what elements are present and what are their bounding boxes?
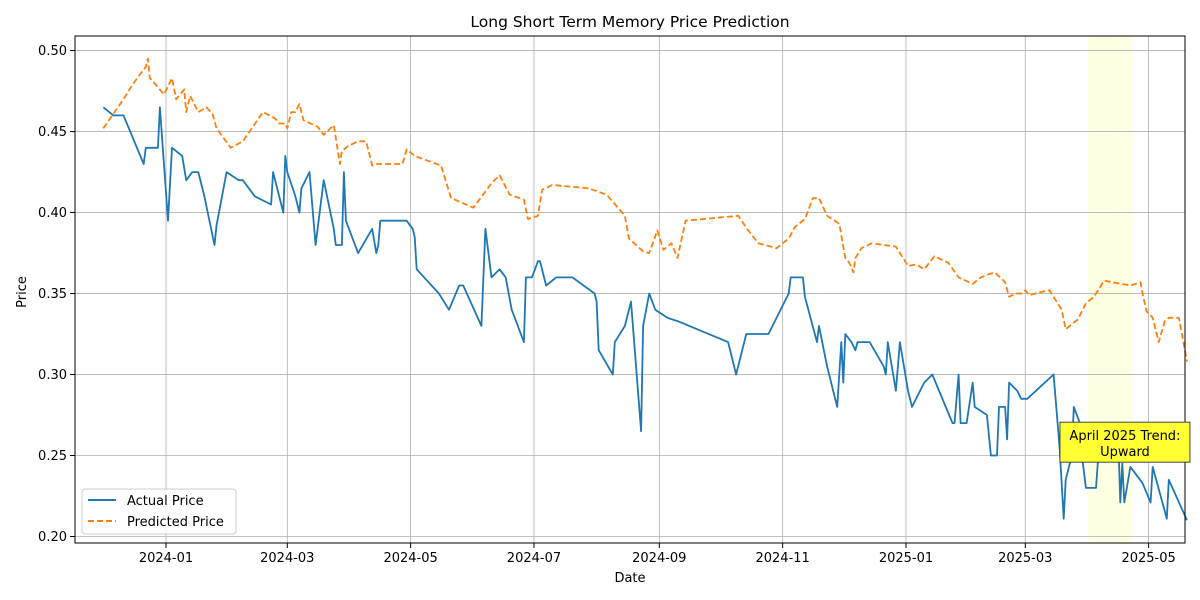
y-tick-label: 0.50 <box>38 44 67 59</box>
y-tick-label: 0.25 <box>38 449 67 464</box>
x-tick-label: 2025-05 <box>1121 551 1175 566</box>
x-tick-label: 2024-09 <box>632 551 686 566</box>
y-tick-label: 0.35 <box>38 287 67 302</box>
axis-ticks: 2024-01 2024-03 2024-05 2024-07 2024-09 2024-… <box>38 44 1176 566</box>
series-lines <box>102 57 1188 521</box>
legend-label-actual: Actual Price <box>127 494 204 509</box>
y-tick-label: 0.40 <box>38 206 67 221</box>
x-tick-label: 2024-03 <box>260 551 314 566</box>
legend-box <box>81 488 237 535</box>
x-tick-label: 2024-07 <box>507 551 561 566</box>
y-tick-label: 0.45 <box>38 125 67 140</box>
x-tick-label: 2025-03 <box>998 551 1052 566</box>
x-tick-label: 2024-01 <box>139 551 193 566</box>
annotation-text-line1: April 2025 Trend: <box>1069 429 1180 444</box>
predicted-price-line <box>102 57 1188 362</box>
y-axis-label: Price <box>15 276 30 308</box>
plot-frame <box>74 35 1186 544</box>
x-tick-label: 2024-05 <box>383 551 437 566</box>
actual-price-line <box>102 106 1188 521</box>
legend-label-predicted: Predicted Price <box>127 515 224 530</box>
annotation-box: April 2025 Trend: Upward <box>1059 421 1191 463</box>
annotation-text-line2: Upward <box>1100 445 1150 460</box>
x-tick-label: 2025-01 <box>879 551 933 566</box>
y-tick-label: 0.30 <box>38 368 67 383</box>
legend: Actual Price Predicted Price <box>81 488 237 535</box>
y-tick-label: 0.20 <box>38 530 67 545</box>
x-axis-label: Date <box>614 571 645 586</box>
annotation-background <box>1059 421 1191 463</box>
highlight-span <box>1087 36 1133 543</box>
x-tick-label: 2024-11 <box>755 551 809 566</box>
chart-title: Long Short Term Memory Price Prediction <box>470 13 789 31</box>
grid-lines <box>75 36 1185 543</box>
